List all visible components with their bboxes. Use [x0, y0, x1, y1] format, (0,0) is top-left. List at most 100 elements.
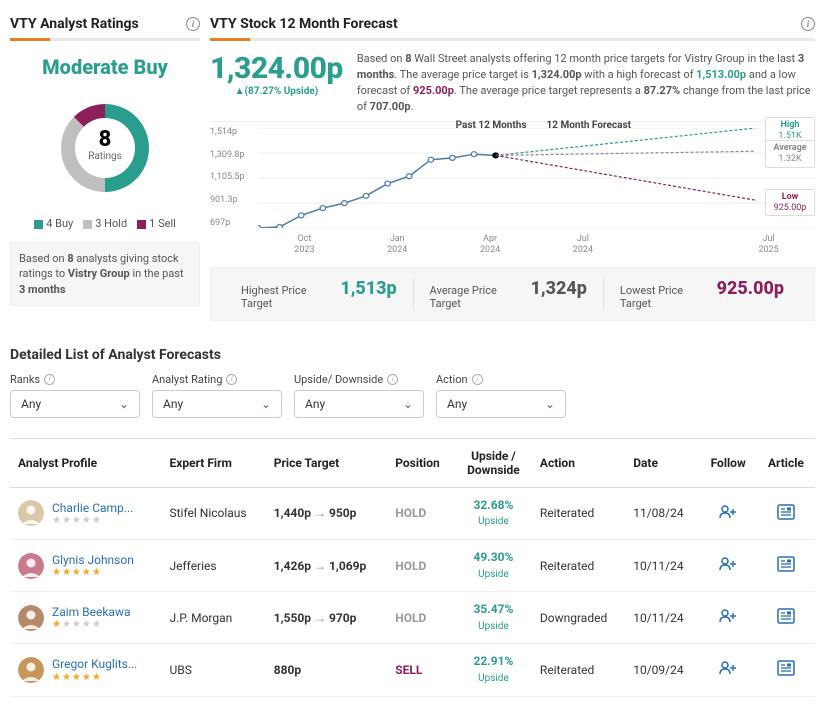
filter-select[interactable]: Any⌄ [10, 390, 140, 418]
price-target-summary: Highest Price Target 1,513p Average Pric… [210, 267, 815, 321]
avg-target-label: Average Price Target [430, 284, 525, 310]
avg-price-target: 1,324.00p [210, 51, 343, 86]
forecast-description: Based on 8 Wall Street analysts offering… [357, 51, 815, 115]
accent-bar [210, 38, 815, 41]
analyst-profile[interactable]: Charlie Camp...★★★★★ [18, 500, 154, 526]
consensus-label: Moderate Buy [10, 49, 200, 89]
price-target: 1,550p → 970p [266, 592, 387, 644]
ratings-count-label: Ratings [88, 151, 122, 162]
upside: 35.47%Upside [455, 592, 532, 644]
info-icon[interactable]: i [472, 374, 483, 385]
forecast-title: VTY Stock 12 Month Forecast [210, 16, 398, 32]
date: 11/08/24 [625, 487, 699, 539]
col-header: Expert Firm [162, 438, 266, 487]
analyst-profile[interactable]: Gregor Kuglits...★★★★★ [18, 657, 154, 683]
info-icon[interactable]: i [226, 374, 237, 385]
info-icon[interactable]: i [186, 17, 200, 31]
low-target-value: 925.00p [717, 278, 784, 299]
expert-firm: Jefferies [162, 539, 266, 591]
analyst-stars: ★★★★★ [52, 672, 137, 683]
article-button[interactable] [777, 509, 795, 523]
analyst-profile[interactable]: Zaim Beekawa★★★★★ [18, 605, 154, 631]
price-target: 880p [266, 644, 387, 696]
expert-firm: J.P. Morgan [162, 592, 266, 644]
avg-target-value: 1,324p [531, 278, 587, 299]
filter-bar: Ranks iAny⌄Analyst Rating iAny⌄Upside/ D… [10, 373, 815, 418]
position: SELL [387, 644, 455, 696]
filter-label: Upside/ Downside i [294, 373, 424, 386]
chevron-down-icon: ⌄ [119, 397, 129, 411]
avatar [18, 553, 44, 579]
action: Reiterated [532, 539, 625, 591]
filter-select[interactable]: Any⌄ [436, 390, 566, 418]
analyst-name[interactable]: Gregor Kuglits... [52, 657, 137, 671]
legend-sell: 1 Sell [149, 217, 176, 230]
chart-x-axis: Oct2023Jan2024Apr2024Jul2024Jul2025 [258, 234, 815, 256]
position: HOLD [387, 592, 455, 644]
analyst-profile[interactable]: Glynis Johnson★★★★★ [18, 553, 154, 579]
ratings-footnote: Based on 8 analysts giving stock ratings… [10, 242, 200, 306]
avatar [18, 657, 44, 683]
analyst-ratings-card: VTY Analyst Ratings i Moderate Buy 8 Rat… [10, 10, 200, 321]
col-header: Action [532, 438, 625, 487]
expert-firm: Stifel Nicolaus [162, 487, 266, 539]
col-header: Price Target [266, 438, 387, 487]
low-target-label: Lowest Price Target [620, 284, 711, 310]
filter-analyst-rating: Analyst Rating i Any⌄ [152, 373, 282, 418]
forecast-low-box: Low925.00p [765, 189, 815, 217]
filter-select[interactable]: Any⌄ [294, 390, 424, 418]
forecast-card: VTY Stock 12 Month Forecast i 1,324.00p … [210, 10, 815, 321]
accent-bar [10, 38, 200, 41]
article-button[interactable] [777, 613, 795, 627]
high-target-label: Highest Price Target [241, 284, 334, 310]
col-header: Position [387, 438, 455, 487]
follow-button[interactable] [719, 556, 737, 575]
filter-ranks: Ranks iAny⌄ [10, 373, 140, 418]
follow-button[interactable] [719, 504, 737, 523]
ratings-count: 8 [99, 127, 112, 152]
chevron-down-icon: ⌄ [261, 397, 271, 411]
avatar [18, 500, 44, 526]
col-header: Date [625, 438, 699, 487]
analyst-stars: ★★★★★ [52, 515, 133, 526]
detail-section-title: Detailed List of Analyst Forecasts [10, 347, 815, 363]
analyst-name[interactable]: Charlie Camp... [52, 501, 133, 515]
info-icon[interactable]: i [387, 374, 398, 385]
action: Reiterated [532, 487, 625, 539]
analyst-forecast-table: Analyst ProfileExpert FirmPrice TargetPo… [10, 438, 815, 697]
price-target: 1,440p → 950p [266, 487, 387, 539]
date: 10/09/24 [625, 644, 699, 696]
position: HOLD [387, 487, 455, 539]
expert-firm: UBS [162, 644, 266, 696]
upside: 22.91%Upside [455, 644, 532, 696]
follow-button[interactable] [719, 660, 737, 679]
col-header: Article [757, 438, 815, 487]
date: 10/11/24 [625, 539, 699, 591]
info-icon[interactable]: i [44, 374, 55, 385]
upside: 32.68%Upside [455, 487, 532, 539]
info-icon[interactable]: i [801, 17, 815, 31]
filter-action: Action iAny⌄ [436, 373, 566, 418]
chevron-down-icon: ⌄ [403, 397, 413, 411]
chart-y-axis: 1,514p1,309.8p1,105.5p901.3p697p [210, 128, 245, 228]
filter-select[interactable]: Any⌄ [152, 390, 282, 418]
table-row: Gregor Kuglits...★★★★★ UBS880pSELL22.91%U… [10, 644, 815, 696]
filter-label: Analyst Rating i [152, 373, 282, 386]
ratings-title: VTY Analyst Ratings [10, 16, 139, 32]
price-target: 1,426p → 1,069p [266, 539, 387, 591]
table-row: Glynis Johnson★★★★★ Jefferies1,426p → 1,0… [10, 539, 815, 591]
avatar [18, 605, 44, 631]
article-button[interactable] [777, 561, 795, 575]
position: HOLD [387, 539, 455, 591]
follow-button[interactable] [719, 608, 737, 627]
article-button[interactable] [777, 665, 795, 679]
analyst-name[interactable]: Zaim Beekawa [52, 605, 131, 619]
analyst-name[interactable]: Glynis Johnson [52, 553, 134, 567]
forecast-average-box: Average1.32K [765, 140, 815, 168]
col-header: Analyst Profile [10, 438, 162, 487]
chevron-down-icon: ⌄ [545, 397, 555, 411]
col-header: Upside /Downside [455, 438, 532, 487]
ratings-legend: 4 Buy 3 Hold 1 Sell [10, 211, 200, 234]
legend-hold: 3 Hold [95, 217, 127, 230]
analyst-stars: ★★★★★ [52, 619, 131, 630]
